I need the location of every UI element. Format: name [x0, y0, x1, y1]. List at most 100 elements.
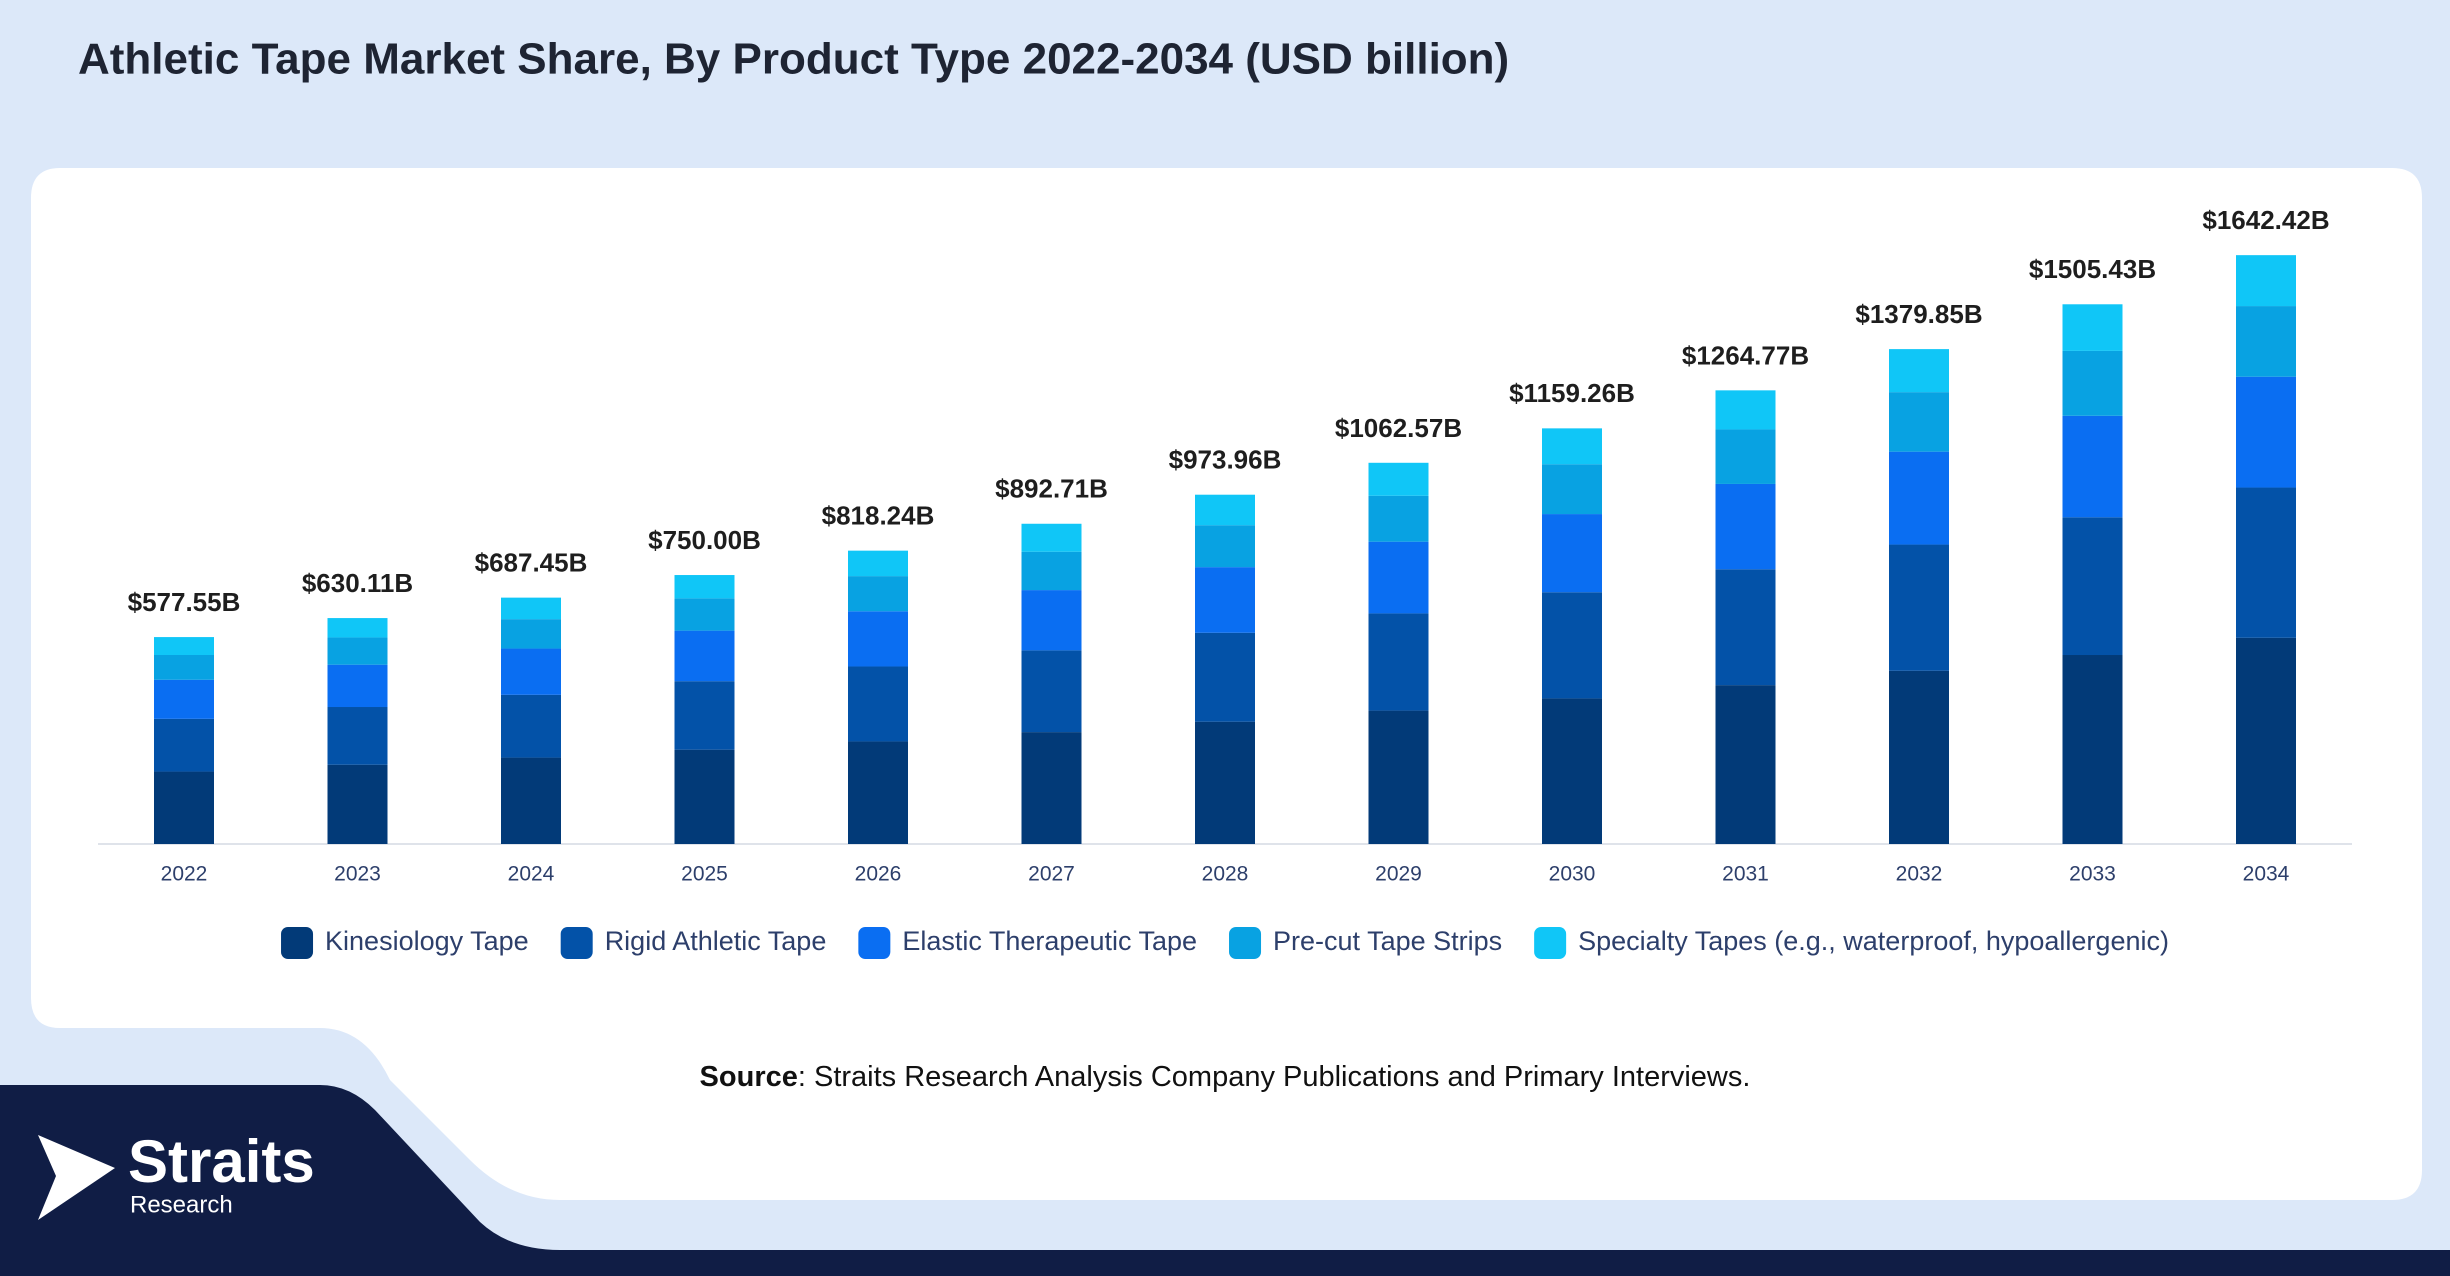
total-label: $750.00B: [648, 525, 761, 555]
bar-segment: [2236, 376, 2296, 488]
bar-segment: [154, 679, 214, 719]
bar-segment: [1542, 592, 1602, 699]
bar-segment: [1021, 523, 1082, 552]
total-label: $1642.42B: [2202, 205, 2329, 235]
bar-segment: [1021, 590, 1082, 651]
bar-segment: [1715, 429, 1776, 484]
total-label: $687.45B: [475, 547, 588, 577]
bar-segment: [501, 619, 561, 649]
bar-segment: [1715, 483, 1776, 570]
source: Source: Straits Research Analysis Compan…: [700, 1061, 1751, 1093]
legend-swatch: [1229, 927, 1262, 959]
bar-segment: [2062, 655, 2123, 844]
legend-label: Pre-cut Tape Strips: [1273, 926, 1502, 956]
total-label: $1505.43B: [2029, 254, 2156, 284]
legend-label: Elastic Therapeutic Tape: [902, 926, 1197, 956]
bar-segment: [1889, 670, 1949, 844]
bar-segment: [1021, 732, 1082, 844]
bar-segment: [674, 681, 735, 750]
bar-segment: [2236, 255, 2296, 307]
source-label: Source: [700, 1061, 798, 1093]
bar-segment: [154, 771, 214, 844]
legend: Kinesiology Tape Rigid Athletic Tape Elast…: [281, 926, 2169, 959]
legend-label: Rigid Athletic Tape: [605, 926, 827, 956]
bar-segment: [1889, 544, 1949, 671]
bar-segment: [848, 611, 908, 667]
bar-segment: [848, 741, 908, 844]
bar-segment: [327, 707, 388, 765]
footer-band: [0, 1085, 2450, 1276]
bar-segment: [1715, 390, 1776, 430]
bar-segment: [1542, 428, 1602, 465]
bar-segment: [848, 666, 908, 742]
total-label: $818.24B: [822, 500, 935, 530]
bar-segment: [501, 597, 561, 620]
total-label: $973.96B: [1169, 445, 1282, 475]
bar-segment: [501, 757, 561, 844]
bar-segment: [1368, 495, 1429, 542]
x-tick-label: 2025: [681, 863, 728, 886]
bar-segment: [1715, 569, 1776, 686]
bar-segment: [327, 637, 388, 665]
total-label: $1159.26B: [1509, 378, 1635, 408]
x-tick-label: 2022: [161, 863, 208, 886]
bar-segment: [2062, 517, 2123, 656]
bar-segment: [501, 694, 561, 758]
bar-segment: [154, 718, 214, 772]
bar-segment: [1021, 650, 1082, 733]
total-label: $1264.77B: [1682, 340, 1809, 370]
x-tick-label: 2028: [1202, 863, 1249, 886]
bar-segment: [1368, 541, 1429, 614]
bar-segment: [674, 630, 735, 682]
bar-segment: [848, 576, 908, 612]
bar-segment: [154, 655, 214, 680]
bar-segment: [1368, 710, 1429, 844]
logo-sub: Research: [130, 1191, 233, 1218]
bar-segment: [327, 618, 388, 638]
legend-label: Kinesiology Tape: [325, 926, 529, 956]
bar-segment: [1195, 494, 1255, 526]
bar-segment: [501, 648, 561, 695]
bar-segment: [154, 637, 214, 656]
bar-segment: [848, 550, 908, 577]
bar-segment: [1889, 392, 1949, 452]
bar-segment: [1715, 685, 1776, 844]
x-tick-label: 2034: [2243, 863, 2290, 886]
total-label: $1379.85B: [1855, 299, 1982, 329]
bar-segment: [2062, 350, 2123, 416]
x-tick-label: 2032: [1896, 863, 1943, 886]
bar-segment: [327, 664, 388, 708]
legend-swatch: [858, 927, 891, 959]
chart-title: Athletic Tape Market Share, By Product T…: [78, 35, 1509, 84]
x-tick-label: 2024: [508, 863, 555, 886]
bar-segment: [1368, 462, 1429, 496]
legend-label: Specialty Tapes (e.g., waterproof, hypoa…: [1578, 926, 2169, 956]
legend-swatch: [1534, 927, 1567, 959]
bar-segment: [1542, 464, 1602, 515]
logo-name: Straits: [128, 1128, 315, 1195]
x-tick-label: 2026: [855, 863, 902, 886]
bar-segment: [1542, 698, 1602, 844]
bar-segment: [1195, 567, 1255, 633]
bar-segment: [1195, 525, 1255, 568]
legend-swatch: [281, 927, 314, 959]
x-tick-label: 2031: [1722, 863, 1769, 886]
bar-segment: [1195, 632, 1255, 722]
x-tick-label: 2033: [2069, 863, 2116, 886]
bar-segment: [2236, 306, 2296, 377]
bar-segment: [1021, 551, 1082, 591]
bar-segment: [2236, 637, 2296, 844]
bar-segment: [2062, 304, 2123, 351]
bar-segment: [2062, 415, 2123, 518]
legend-swatch: [560, 927, 593, 959]
bar-segment: [674, 749, 735, 844]
bar-segment: [1889, 349, 1949, 393]
bar-segment: [674, 598, 735, 631]
bar-segment: [674, 575, 735, 599]
x-tick-label: 2027: [1028, 863, 1075, 886]
total-label: $1062.57B: [1335, 413, 1462, 443]
bar-segment: [327, 764, 388, 844]
total-label: $892.71B: [995, 474, 1108, 504]
